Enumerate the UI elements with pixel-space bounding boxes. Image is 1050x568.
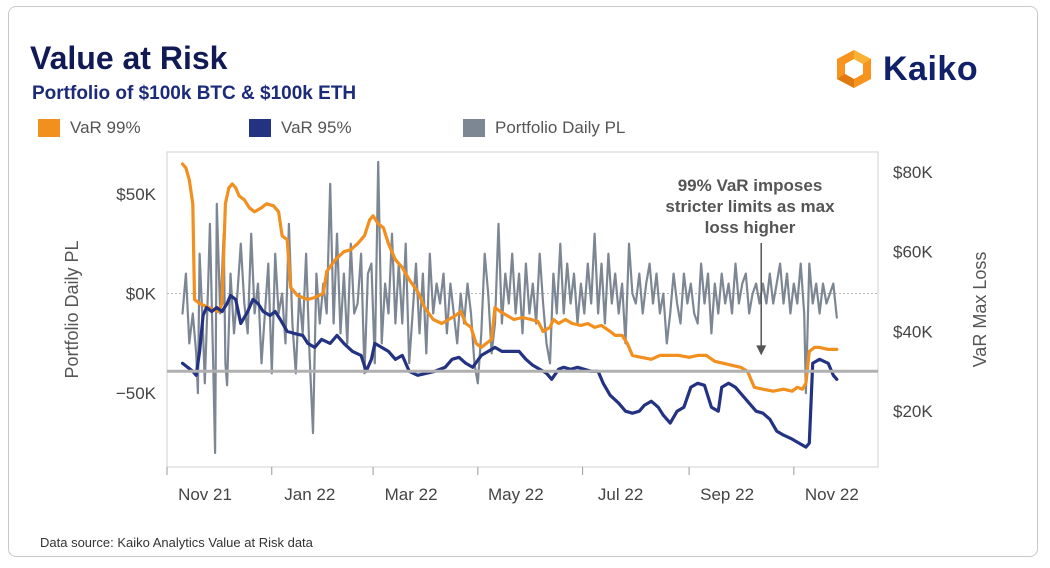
y-right-axis-title: VaR Max Loss (970, 252, 990, 368)
plot-area (166, 151, 879, 468)
legend-item-var99[interactable]: VaR 99% (38, 118, 141, 138)
legend-swatch-portfolio-pl (463, 119, 485, 137)
legend-label-var99: VaR 99% (70, 118, 141, 137)
legend-label-portfolio-pl: Portfolio Daily PL (495, 118, 626, 137)
x-tick-label: Nov 22 (805, 485, 859, 504)
y-left-axis-title: Portfolio Daily PL (62, 240, 82, 378)
chart-subtitle: Portfolio of $100k BTC & $100k ETH (32, 83, 357, 104)
kaiko-logo-icon (837, 50, 871, 88)
annotation-text: 99% VaR imposes (678, 176, 823, 195)
legend-item-portfolio-pl[interactable]: Portfolio Daily PL (463, 118, 625, 138)
y-right-tick-label: $20K (893, 402, 933, 421)
annotation-text: loss higher (705, 218, 796, 237)
x-tick-label: Sep 22 (700, 485, 754, 504)
chart-card (8, 6, 1038, 557)
chart-title: Value at Risk (30, 40, 228, 76)
y-left-tick-label: $50K (116, 185, 156, 204)
series-line-portfolio-pl (181, 160, 838, 455)
x-tick-label: Nov 21 (178, 485, 232, 504)
data-source-note: Data source: Kaiko Analytics Value at Ri… (40, 535, 313, 550)
x-tick-label: Jan 22 (284, 485, 335, 504)
legend-label-var95: VaR 95% (281, 118, 352, 137)
kaiko-logo-text: Kaiko (883, 49, 979, 88)
kaiko-logo: Kaiko (833, 48, 978, 90)
x-tick-label: May 22 (488, 485, 544, 504)
x-tick-label: Mar 22 (385, 485, 438, 504)
legend-swatch-var95 (249, 119, 271, 137)
x-tick-label: Jul 22 (598, 485, 643, 504)
series-line-var99 (180, 162, 839, 393)
legend-item-var95[interactable]: VaR 95% (249, 118, 352, 138)
y-left-tick-label: −50K (116, 384, 157, 403)
series-line-var95 (180, 293, 839, 449)
y-right-tick-label: $80K (893, 163, 933, 182)
legend-swatch-var99 (38, 119, 60, 137)
annotation-text: stricter limits as max (665, 197, 835, 216)
annotation-arrow-head (756, 345, 767, 356)
y-left-tick-label: $0K (126, 285, 157, 304)
y-right-tick-label: $40K (893, 322, 933, 341)
y-right-tick-label: $60K (893, 243, 933, 262)
